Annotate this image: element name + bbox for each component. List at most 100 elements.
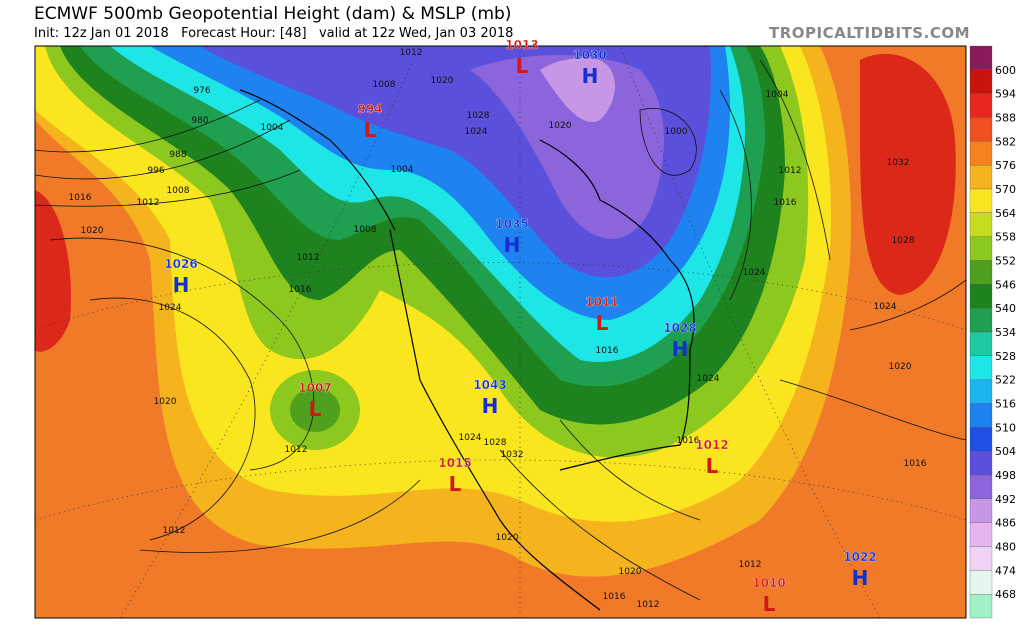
- isobar-label: 1024: [874, 302, 897, 312]
- colorbar-label: 582: [995, 135, 1016, 148]
- colorbar-swatch: [969, 93, 993, 118]
- isobar-label: 1024: [159, 303, 182, 313]
- isobar-label: 1016: [677, 436, 700, 446]
- isobar-label: 1012: [637, 600, 660, 610]
- pressure-center: 1010 L: [752, 576, 786, 616]
- isobar-label: 1020: [496, 533, 519, 543]
- pressure-center: 1030 H: [573, 48, 607, 88]
- isobar-label: 996: [147, 166, 164, 176]
- title: ECMWF 500mb Geopotential Height (dam) & …: [34, 4, 512, 24]
- isobar-label: 1016: [69, 193, 92, 203]
- colorbar-swatch: [969, 474, 993, 499]
- isobar-label: 1020: [431, 76, 454, 86]
- colorbar-swatch: [969, 212, 993, 237]
- colorbar-label: 534: [995, 326, 1016, 339]
- pressure-center: 1035 H: [495, 217, 529, 257]
- colorbar-label: 600: [995, 64, 1016, 77]
- center-letter: H: [852, 566, 869, 590]
- isobar-label: 1020: [549, 121, 572, 131]
- center-value: 1035: [495, 217, 528, 231]
- center-value: 1022: [843, 550, 876, 564]
- center-value: 1013: [505, 38, 538, 52]
- source: TROPICALTIDBITS.COM: [769, 24, 970, 42]
- isobar-label: 1020: [619, 567, 642, 577]
- center-letter: L: [309, 397, 322, 421]
- center-value: 1028: [663, 321, 696, 335]
- center-value: 1043: [473, 378, 506, 392]
- colorbar-swatch: [969, 260, 993, 285]
- pressure-center: 1013 L: [505, 38, 539, 78]
- colorbar-label: 480: [995, 541, 1016, 554]
- isobar-label: 1028: [484, 438, 507, 448]
- center-letter: H: [672, 337, 689, 361]
- center-value: 1011: [585, 295, 618, 309]
- graticule: [35, 46, 966, 618]
- center-value: 1010: [752, 576, 785, 590]
- center-letter: H: [173, 273, 190, 297]
- colorbar-label: 576: [995, 159, 1016, 172]
- isobar-label: 1032: [887, 158, 910, 168]
- isobar-label: 1024: [459, 433, 482, 443]
- isobar-label: 1008: [373, 80, 396, 90]
- center-letter: L: [706, 454, 719, 478]
- center-value: 994: [357, 102, 382, 116]
- colorbar-swatch: [969, 331, 993, 356]
- map-frame: [34, 45, 967, 619]
- isobar-label: 1028: [892, 236, 915, 246]
- pressure-center: 1028 H: [663, 321, 697, 361]
- isobar-label: 1004: [261, 123, 284, 133]
- height-field: [35, 46, 966, 618]
- colorbar-swatch: [969, 141, 993, 166]
- pressure-center: 994 L: [357, 102, 382, 142]
- center-letter: L: [596, 311, 609, 335]
- colorbar-swatch: [969, 403, 993, 428]
- center-letter: H: [582, 64, 599, 88]
- colorbar-swatch: [969, 594, 993, 619]
- isobar-label: 1020: [154, 397, 177, 407]
- isobar-label: 1000: [665, 127, 688, 137]
- isobar-label: 1016: [904, 459, 927, 469]
- center-value: 1015: [438, 456, 471, 470]
- center-letter: H: [482, 394, 499, 418]
- colorbar-label: 594: [995, 88, 1016, 101]
- center-letter: L: [449, 472, 462, 496]
- isobar-label: 1012: [137, 198, 160, 208]
- center-value: 1007: [298, 381, 331, 395]
- isobar-label: 1004: [391, 165, 414, 175]
- field-low: [290, 388, 340, 432]
- center-value: 1012: [695, 438, 728, 452]
- pressure-center: 1012 L: [695, 438, 729, 478]
- isobar-label: 1012: [739, 560, 762, 570]
- colorbar-swatch: [969, 69, 993, 94]
- colorbar-swatch: [969, 45, 993, 70]
- colorbar-swatch: [969, 498, 993, 523]
- pressure-center: 1026 H: [164, 257, 198, 297]
- isobar-label: 1012: [285, 445, 308, 455]
- colorbar-label: 498: [995, 469, 1016, 482]
- isobars: [35, 59, 966, 601]
- isobar-label: 976: [193, 86, 210, 96]
- colorbar-label: 504: [995, 445, 1016, 458]
- center-letter: L: [763, 592, 776, 616]
- isobar-label: 1008: [167, 186, 190, 196]
- colorbar-swatch: [969, 165, 993, 190]
- colorbar-swatch: [969, 284, 993, 309]
- colorbar-label: 510: [995, 421, 1016, 434]
- colorbar-label: 474: [995, 564, 1016, 577]
- isobar-label: 988: [169, 150, 186, 160]
- colorbar-swatch: [969, 117, 993, 142]
- pressure-center: 1043 H: [473, 378, 507, 418]
- colorbar-swatch: [969, 427, 993, 452]
- isobar-label: 980: [191, 116, 208, 126]
- colorbar-swatch: [969, 355, 993, 380]
- colorbar-swatch: [969, 308, 993, 333]
- colorbar-label: 468: [995, 588, 1016, 601]
- center-letter: L: [364, 118, 377, 142]
- pressure-center: 1015 L: [438, 456, 472, 496]
- colorbar-label: 486: [995, 517, 1016, 530]
- colorbar-swatch: [969, 546, 993, 571]
- colorbar-label: 558: [995, 231, 1016, 244]
- field-band: [540, 58, 615, 122]
